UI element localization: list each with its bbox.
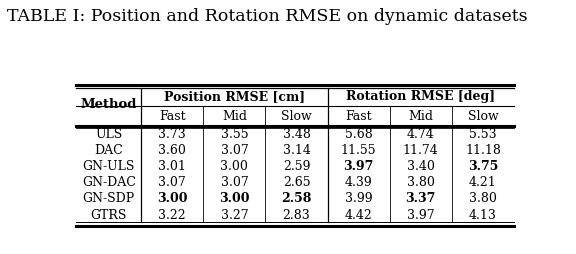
- Text: Method: Method: [81, 97, 137, 110]
- Text: Position RMSE [cm]: Position RMSE [cm]: [164, 89, 305, 102]
- Text: Slow: Slow: [468, 110, 498, 123]
- Text: 3.14: 3.14: [283, 144, 310, 157]
- Text: 3.80: 3.80: [407, 176, 435, 189]
- Text: Rotation RMSE [deg]: Rotation RMSE [deg]: [346, 89, 495, 102]
- Text: 3.07: 3.07: [158, 176, 186, 189]
- Text: 4.13: 4.13: [469, 208, 497, 221]
- Text: Fast: Fast: [159, 110, 185, 123]
- Text: 4.74: 4.74: [407, 128, 435, 141]
- Text: 3.80: 3.80: [469, 192, 497, 205]
- Text: 11.55: 11.55: [341, 144, 377, 157]
- Text: 3.00: 3.00: [157, 192, 188, 205]
- Text: 3.27: 3.27: [221, 208, 248, 221]
- Text: Slow: Slow: [281, 110, 312, 123]
- Text: 2.58: 2.58: [281, 192, 312, 205]
- Text: GN-ULS: GN-ULS: [82, 160, 135, 173]
- Text: 3.00: 3.00: [219, 192, 249, 205]
- Text: 2.65: 2.65: [283, 176, 310, 189]
- Text: Fast: Fast: [346, 110, 372, 123]
- Text: GTRS: GTRS: [90, 208, 127, 221]
- Text: 11.74: 11.74: [403, 144, 439, 157]
- Text: GN-SDP: GN-SDP: [83, 192, 135, 205]
- Text: 2.83: 2.83: [283, 208, 310, 221]
- Text: 5.68: 5.68: [345, 128, 373, 141]
- Text: 5.53: 5.53: [469, 128, 497, 141]
- Text: 3.22: 3.22: [158, 208, 186, 221]
- Text: 3.07: 3.07: [221, 176, 248, 189]
- Text: 4.42: 4.42: [345, 208, 373, 221]
- Text: 4.39: 4.39: [345, 176, 373, 189]
- Text: 3.07: 3.07: [221, 144, 248, 157]
- Text: 3.97: 3.97: [343, 160, 374, 173]
- Text: 3.73: 3.73: [158, 128, 186, 141]
- Text: Mid: Mid: [408, 110, 433, 123]
- Text: 3.48: 3.48: [283, 128, 310, 141]
- Text: Mid: Mid: [222, 110, 247, 123]
- Text: TABLE I: Position and Rotation RMSE on dynamic datasets: TABLE I: Position and Rotation RMSE on d…: [7, 8, 528, 25]
- Text: 4.21: 4.21: [469, 176, 497, 189]
- Text: 3.40: 3.40: [407, 160, 435, 173]
- Text: 3.75: 3.75: [468, 160, 498, 173]
- Text: 3.55: 3.55: [221, 128, 248, 141]
- Text: 2.59: 2.59: [283, 160, 310, 173]
- Text: 3.01: 3.01: [158, 160, 186, 173]
- Text: DAC: DAC: [94, 144, 123, 157]
- Text: ULS: ULS: [95, 128, 123, 141]
- Text: 3.97: 3.97: [407, 208, 434, 221]
- Text: 3.00: 3.00: [221, 160, 248, 173]
- Text: 11.18: 11.18: [465, 144, 501, 157]
- Text: 3.99: 3.99: [345, 192, 373, 205]
- Text: GN-DAC: GN-DAC: [82, 176, 136, 189]
- Text: 3.60: 3.60: [158, 144, 186, 157]
- Text: 3.37: 3.37: [406, 192, 436, 205]
